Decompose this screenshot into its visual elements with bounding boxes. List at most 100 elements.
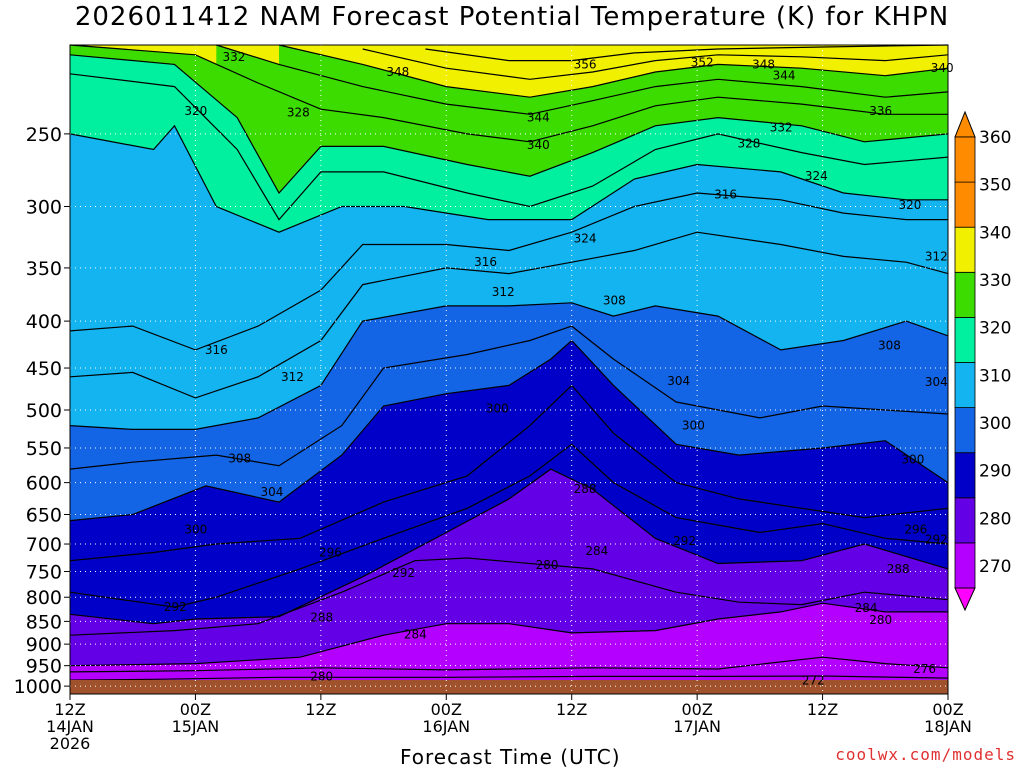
- colorbar-segment: [954, 542, 976, 589]
- contour-label: 284: [855, 601, 878, 615]
- contour-label: 312: [492, 285, 515, 299]
- contour-label: 316: [205, 343, 228, 357]
- colorbar-labels: 270 280 290 300 310 320 330 340 350 360: [979, 128, 1011, 577]
- contour-label: 300: [486, 401, 509, 415]
- colorbar-label: 350: [979, 176, 1011, 196]
- contour-label: 356: [574, 57, 597, 71]
- x-tick-label: 00Z: [932, 700, 963, 719]
- x-tick-label: 2026: [50, 734, 91, 753]
- contour-label: 292: [925, 532, 948, 546]
- ground-strip: [70, 680, 948, 694]
- colorbar-label: 320: [979, 319, 1011, 339]
- x-tick-label: 00Z: [180, 700, 211, 719]
- x-tick-label: 00Z: [681, 700, 712, 719]
- isentrope-line: [69, 675, 949, 681]
- x-axis-label: Forecast Time (UTC): [400, 745, 621, 769]
- contour-label: 328: [738, 136, 761, 150]
- colorbar-segment: [954, 362, 976, 408]
- isentrope-line: [69, 443, 949, 608]
- contour-label: 280: [869, 613, 892, 627]
- contour-label: 296: [319, 545, 342, 559]
- y-tick-label: 450: [26, 358, 62, 380]
- contour-label: 332: [770, 120, 793, 134]
- colorbar-label: 290: [979, 462, 1011, 482]
- colorbar-label: 360: [979, 128, 1011, 148]
- y-tick-label: 900: [26, 634, 62, 656]
- contour-label: 280: [536, 558, 559, 572]
- colorbar-label: 310: [979, 366, 1011, 386]
- y-tick-label: 500: [26, 400, 62, 422]
- x-tick-label: 12Z: [54, 700, 85, 719]
- isentrope-line: [69, 54, 949, 195]
- isentrope-line: [216, 44, 949, 115]
- isentrope-line: [69, 602, 948, 667]
- contour-label: 328: [287, 106, 310, 120]
- isentrope-line: [69, 557, 949, 636]
- x-tick-label: 17JAN: [673, 717, 721, 736]
- y-tick-label: 1000: [14, 676, 62, 698]
- colorbar-arrow-bottom: [954, 587, 976, 612]
- y-tick-label: 600: [26, 473, 62, 495]
- contour-label: 340: [527, 138, 550, 152]
- colorbar-segment: [954, 316, 976, 363]
- contour-label: 344: [773, 69, 796, 83]
- contour-label: 340: [931, 61, 954, 75]
- colorbar-segment: [954, 497, 976, 544]
- contour-label: 344: [527, 111, 550, 125]
- isentrope-line: [69, 339, 949, 522]
- y-tick-label: 400: [26, 311, 62, 333]
- colorbar-segment: [954, 136, 976, 183]
- colorbar-segment: [954, 407, 976, 454]
- contour-label: 280: [310, 669, 333, 683]
- contour-label: 304: [925, 375, 948, 389]
- isentrope-line: [362, 48, 949, 80]
- contour-label: 320: [184, 104, 207, 118]
- x-tick-label: 16JAN: [422, 717, 470, 736]
- colorbar-label: 340: [979, 223, 1011, 243]
- contour-label: 324: [805, 169, 828, 183]
- isentrope-line: [69, 302, 949, 430]
- isentrope-line: [69, 231, 949, 399]
- x-tick-label: 18JAN: [924, 717, 972, 736]
- contour-label: 272: [802, 673, 825, 687]
- isentrope-line: [425, 44, 949, 62]
- contour-label: 288: [310, 611, 333, 625]
- contour-label: 332: [222, 50, 245, 64]
- colorbar-label: 280: [979, 509, 1011, 529]
- contour-label: 292: [673, 534, 696, 548]
- x-tick-label: 12Z: [807, 700, 838, 719]
- y-tick-label: 950: [26, 656, 62, 678]
- colorbar-segment: [954, 452, 976, 499]
- contour-label: 300: [184, 523, 207, 537]
- colorbar: 270 280 290 300 310 320 330 340 350 360: [954, 110, 1011, 612]
- chart-title: 2026011412 NAM Forecast Potential Temper…: [74, 2, 950, 32]
- colorbar-segment: [954, 271, 976, 318]
- contour-label: 336: [869, 104, 892, 118]
- x-tick-label: 00Z: [431, 700, 462, 719]
- colorbar-segment: [954, 181, 976, 228]
- contour-label: 316: [714, 187, 737, 201]
- y-tick-label: 850: [26, 611, 62, 633]
- y-tick-label: 650: [26, 505, 62, 527]
- y-axis: 2503003504004505005506006507007508008509…: [14, 124, 70, 698]
- contour-label: 304: [260, 485, 283, 499]
- contour-label: 284: [585, 544, 608, 558]
- isentrope-line: [69, 384, 949, 562]
- isentrope-line: [69, 44, 948, 143]
- filled-contours: [70, 45, 949, 695]
- contour-label: 352: [691, 56, 714, 70]
- contour-label: 284: [404, 627, 427, 641]
- contour-label: 288: [574, 482, 597, 496]
- contour-label: 292: [392, 566, 415, 580]
- contour-label: 276: [913, 662, 936, 676]
- contour-label: 308: [228, 452, 251, 466]
- grid: [70, 45, 948, 694]
- x-tick-label: 15JAN: [172, 717, 220, 736]
- colorbar-label: 300: [979, 414, 1011, 434]
- contour-label: 348: [752, 57, 775, 71]
- contour-label: 312: [281, 370, 304, 384]
- isentrope-line: [69, 73, 949, 221]
- x-tick-label: 12Z: [305, 700, 336, 719]
- contour-label: 300: [901, 452, 924, 466]
